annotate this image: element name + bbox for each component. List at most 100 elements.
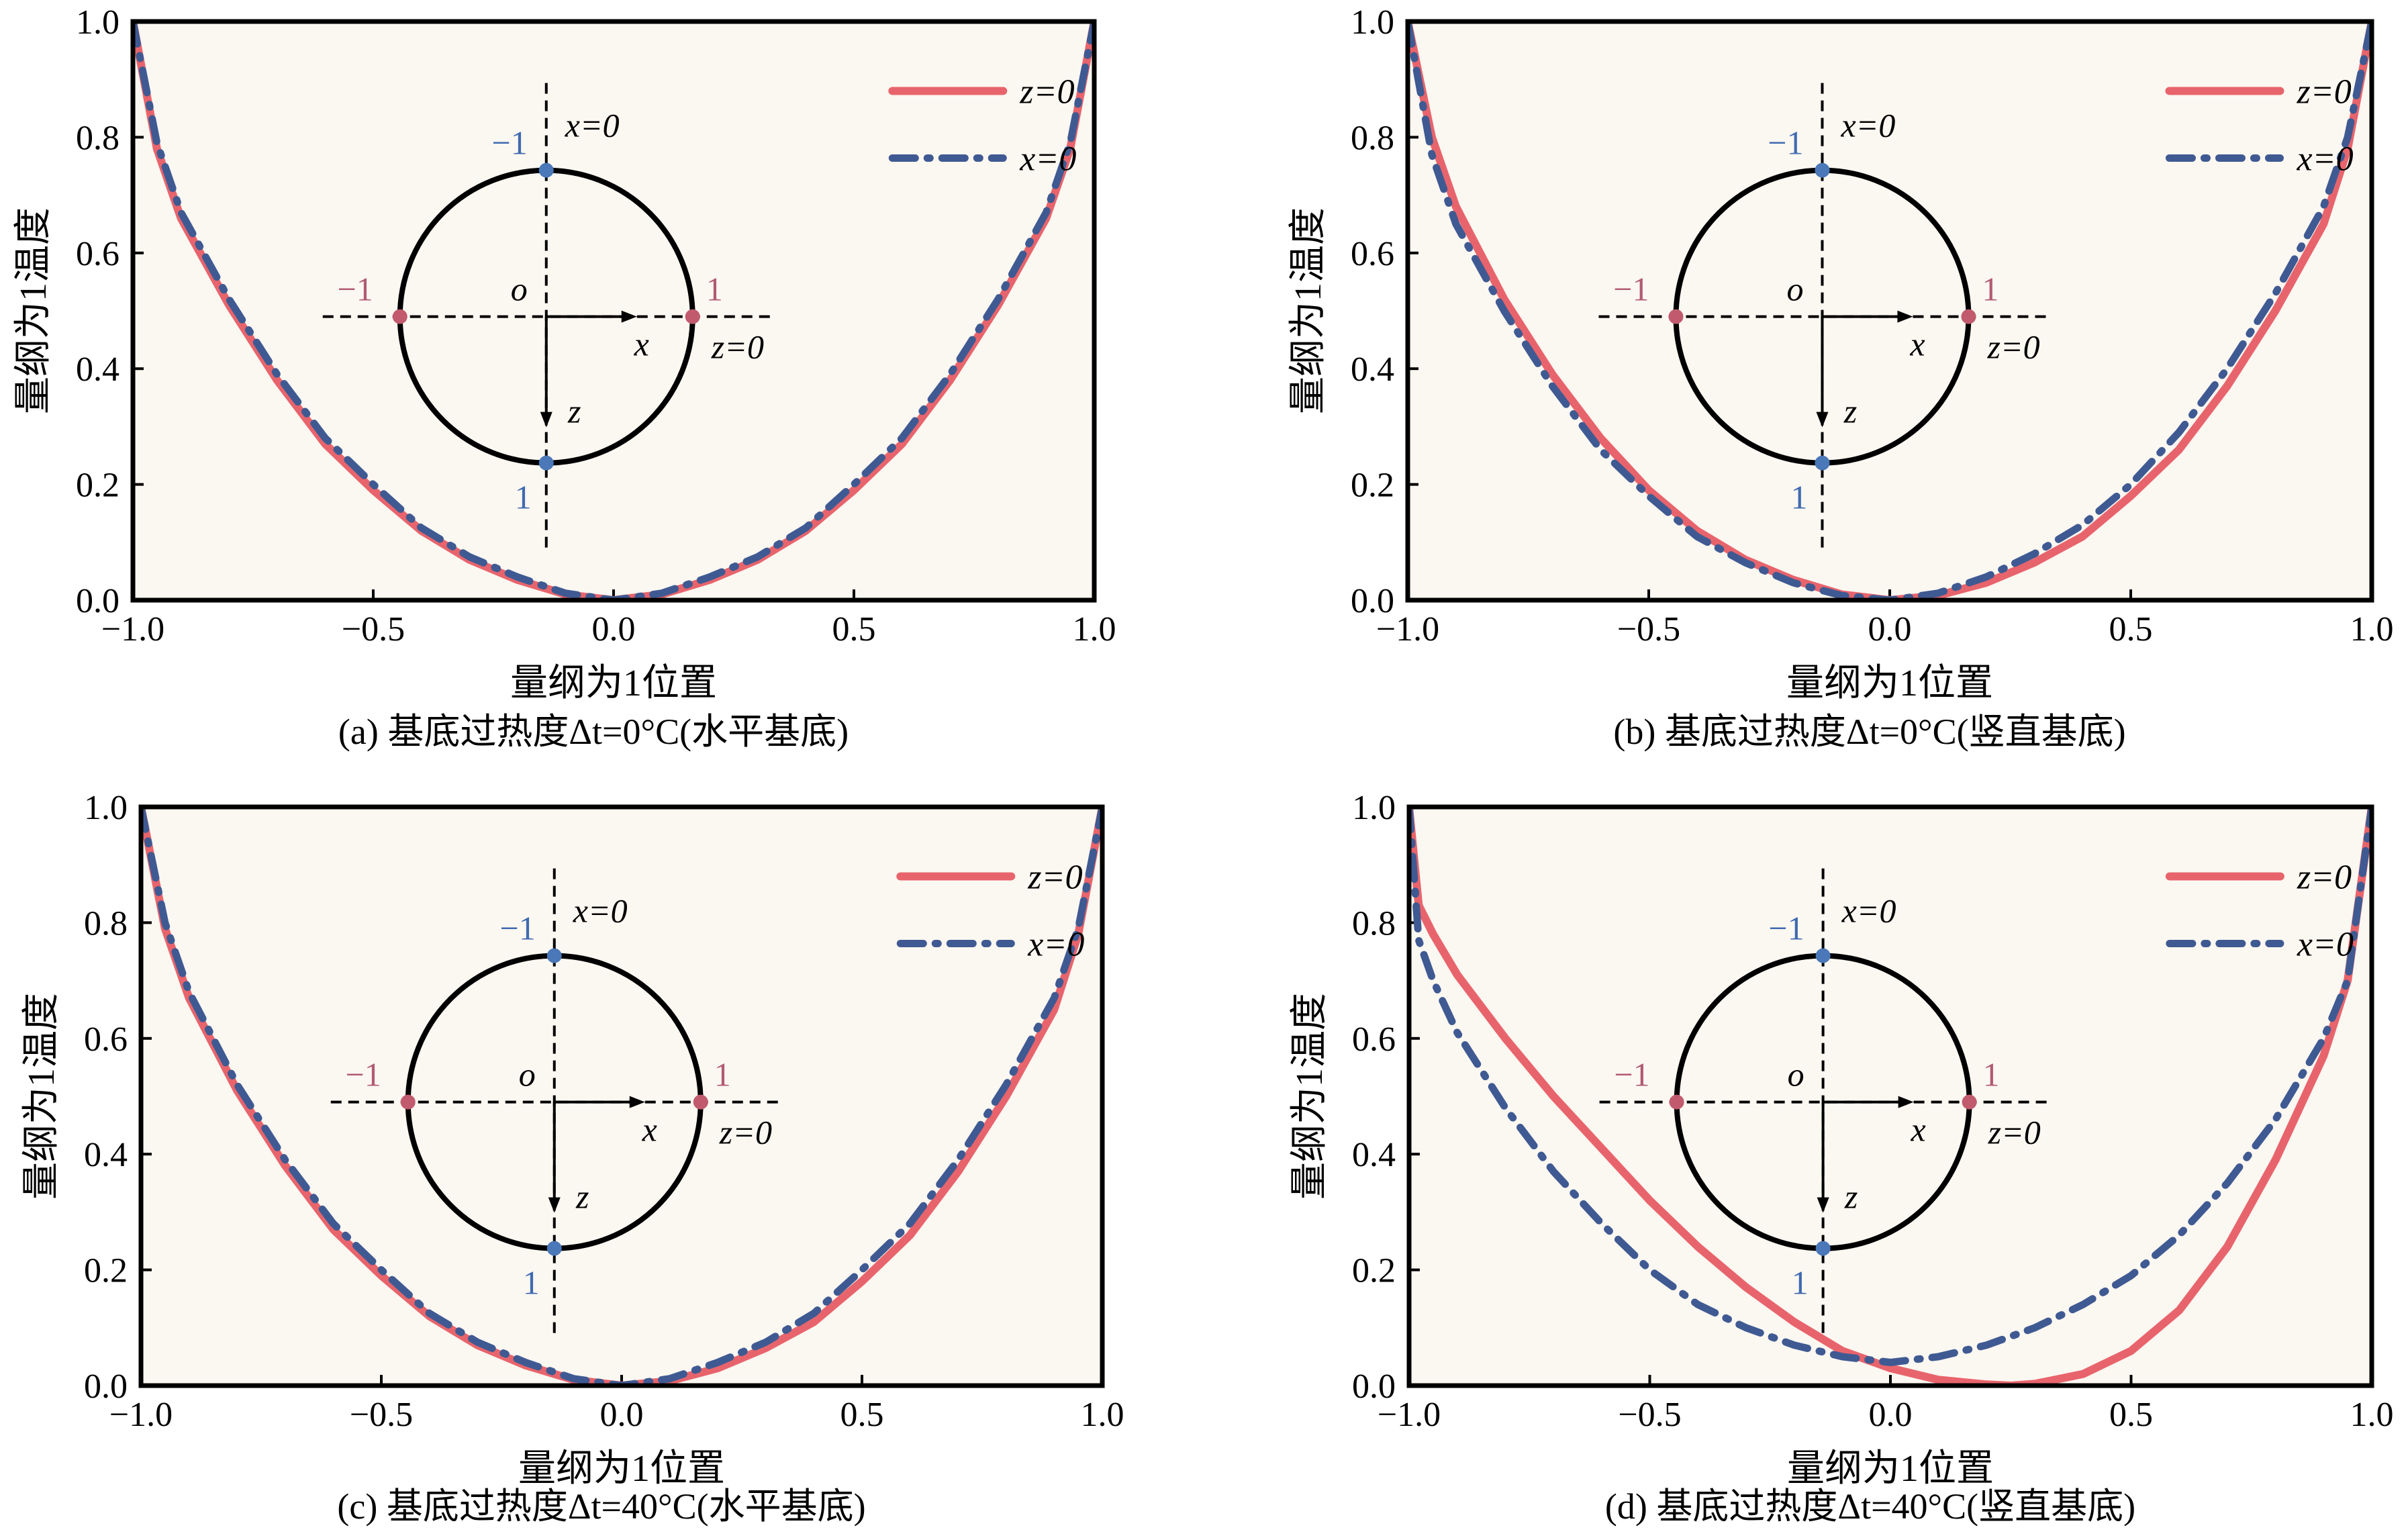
inset-label-origin: o bbox=[511, 271, 528, 308]
x-tick-label: −1.0 bbox=[1376, 610, 1439, 648]
y-axis-title: 量纲为1温度 bbox=[1288, 207, 1329, 414]
legend-label-z0: z=0 bbox=[1027, 858, 1082, 896]
x-tick-label: 1.0 bbox=[2350, 1396, 2394, 1434]
series-line-z0 bbox=[1408, 21, 2372, 600]
legend-label-x0: x=0 bbox=[2296, 140, 2353, 178]
panel-c: −1.0 −0.5 0.0 0.5 1.00.00.20.40.60.81.0−11−1… bbox=[21, 789, 1124, 1527]
inset-point-right bbox=[1962, 1094, 1977, 1110]
inset-point-right bbox=[1961, 309, 1976, 324]
inset-label-x0: x=0 bbox=[573, 892, 628, 930]
series-line-x0 bbox=[141, 807, 1102, 1386]
inset-point-top bbox=[546, 948, 562, 963]
x-tick-label: 1.0 bbox=[2350, 610, 2394, 648]
x-axis-title: 量纲为1位置 bbox=[518, 1448, 725, 1490]
inset-label-right: 1 bbox=[706, 271, 723, 308]
inset-point-bottom bbox=[1815, 1241, 1831, 1256]
legend-label-z0: z=0 bbox=[2296, 73, 2351, 111]
y-tick-label: 0.6 bbox=[84, 1020, 128, 1059]
inset-label-x-axis: x bbox=[1911, 1111, 1926, 1149]
x-tick-label: 1.0 bbox=[1073, 610, 1116, 648]
inset-label-z0: z=0 bbox=[1986, 328, 2039, 366]
x-axis-title: 量纲为1位置 bbox=[510, 663, 717, 704]
x-tick-label: 0.5 bbox=[840, 1396, 884, 1434]
x-tick-label: −0.5 bbox=[1618, 1396, 1681, 1434]
x-tick-label: 0.0 bbox=[600, 1396, 644, 1434]
inset-label-x0: x=0 bbox=[565, 107, 620, 144]
legend-label-z0: z=0 bbox=[1019, 73, 1074, 111]
inset-z-arrow-head bbox=[1817, 1197, 1829, 1213]
inset-label-left: −1 bbox=[1613, 271, 1649, 308]
inset-label-origin: o bbox=[1786, 271, 1803, 308]
inset-label-right: 1 bbox=[714, 1056, 731, 1094]
x-tick-label: 0.5 bbox=[2109, 1396, 2153, 1434]
series-line-x0 bbox=[133, 21, 1094, 600]
y-tick-label: 0.8 bbox=[76, 119, 119, 157]
inset-diagram: −1 1 −1 1 o x z x=0 z=0 bbox=[322, 83, 770, 550]
y-tick-label: 1.0 bbox=[76, 3, 119, 42]
inset-point-bottom bbox=[538, 455, 554, 471]
inset-point-left bbox=[392, 309, 407, 324]
inset-label-x-axis: x bbox=[642, 1111, 657, 1149]
inset-label-x-axis: x bbox=[1909, 326, 1925, 363]
x-tick-label: 0.0 bbox=[592, 610, 636, 648]
x-tick-label: 0.5 bbox=[832, 610, 876, 648]
panel-a: −1.0 −0.5 0.0 0.5 1.00.00.20.40.60.81.0−11−1… bbox=[13, 3, 1116, 752]
panel-caption: (b) 基底过热度Δt=0°C(竖直基底) bbox=[1613, 712, 2125, 752]
y-tick-label: 0.2 bbox=[76, 467, 119, 505]
inset-label-top: −1 bbox=[492, 124, 528, 162]
inset-z-arrow-head bbox=[1816, 412, 1829, 428]
inset-label-x0: x=0 bbox=[1840, 107, 1895, 144]
y-tick-label: 0.0 bbox=[1352, 1367, 1396, 1406]
y-tick-label: 0.8 bbox=[84, 904, 128, 943]
plot-area bbox=[141, 807, 1102, 1386]
inset-point-left bbox=[400, 1094, 416, 1110]
y-tick-label: 1.0 bbox=[84, 789, 128, 827]
x-tick-label: −0.5 bbox=[350, 1396, 413, 1434]
x-tick-label: −0.5 bbox=[342, 610, 405, 648]
y-tick-label: 0.4 bbox=[84, 1136, 128, 1174]
plot-area bbox=[1408, 21, 2372, 600]
inset-label-top: −1 bbox=[1768, 910, 1804, 947]
y-tick-label: 0.8 bbox=[1352, 904, 1396, 943]
x-axis-title: 量纲为1位置 bbox=[1786, 663, 1993, 704]
inset-label-left: −1 bbox=[338, 271, 373, 308]
inset-x-arrow-head bbox=[621, 310, 637, 323]
y-axis-title: 量纲为1温度 bbox=[13, 207, 54, 414]
inset-label-right: 1 bbox=[1983, 1056, 2000, 1094]
y-tick-label: 0.0 bbox=[76, 582, 119, 620]
y-tick-label: 0.2 bbox=[84, 1252, 128, 1290]
inset-point-top bbox=[1815, 948, 1831, 963]
inset-label-left: −1 bbox=[1614, 1056, 1649, 1094]
inset-label-bottom: 1 bbox=[515, 479, 532, 516]
x-tick-label: −0.5 bbox=[1617, 610, 1680, 648]
plot-frame bbox=[1405, 19, 2374, 603]
inset-x-arrow-head bbox=[1897, 310, 1913, 323]
inset-point-top bbox=[538, 162, 554, 178]
inset-point-top bbox=[1815, 162, 1830, 178]
x-tick-label: 0.0 bbox=[1869, 1396, 1913, 1434]
inset-label-bottom: 1 bbox=[523, 1264, 540, 1302]
y-tick-label: 0.4 bbox=[1351, 350, 1394, 389]
inset-point-right bbox=[693, 1094, 708, 1110]
inset-label-bottom: 1 bbox=[1790, 479, 1807, 516]
inset-label-x0: x=0 bbox=[1841, 892, 1896, 930]
inset-label-z-axis: z bbox=[1844, 1178, 1858, 1216]
inset-diagram: −1 1 −1 1 o x z x=0 z=0 bbox=[330, 868, 778, 1336]
x-tick-label: 1.0 bbox=[1081, 1396, 1124, 1434]
inset-label-z0: z=0 bbox=[719, 1114, 772, 1151]
inset-point-right bbox=[685, 309, 700, 324]
y-tick-label: 0.6 bbox=[1351, 235, 1394, 273]
inset-diagram: −1 1 −1 1 o x z x=0 z=0 bbox=[1599, 868, 2047, 1336]
y-tick-label: 0.6 bbox=[76, 235, 119, 273]
y-tick-label: 0.2 bbox=[1351, 467, 1394, 505]
inset-x-arrow-head bbox=[1898, 1096, 1914, 1108]
y-tick-label: 0.0 bbox=[1351, 582, 1394, 620]
panel-d: −1.0 −0.5 0.0 0.5 1.00.00.20.40.60.81.0−11−1… bbox=[1289, 789, 2394, 1527]
inset-label-right: 1 bbox=[1982, 271, 1998, 308]
panel-caption: (a) 基底过热度Δt=0°C(水平基底) bbox=[338, 712, 849, 752]
series-line-x0 bbox=[1409, 807, 2372, 1366]
inset-z-arrow-head bbox=[548, 1197, 561, 1213]
legend-label-x0: x=0 bbox=[2297, 925, 2354, 963]
x-tick-label: −1.0 bbox=[101, 610, 164, 648]
